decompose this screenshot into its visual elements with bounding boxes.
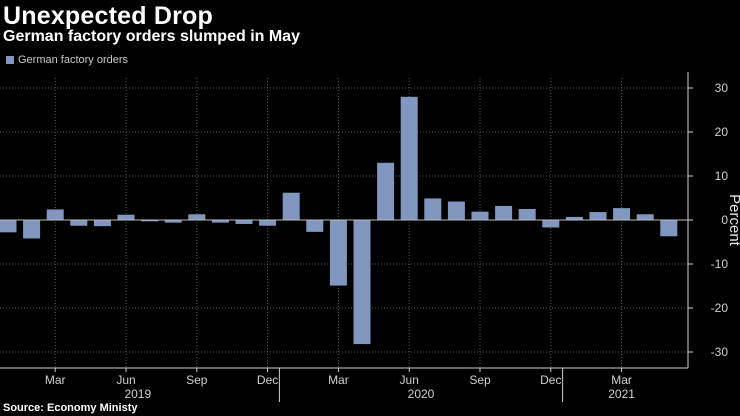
y-tick-label: -10 bbox=[711, 257, 729, 271]
bar bbox=[400, 96, 418, 220]
bar bbox=[495, 205, 513, 220]
bar bbox=[211, 220, 229, 223]
bar bbox=[164, 220, 182, 223]
year-label: 2019 bbox=[124, 387, 151, 401]
bar bbox=[518, 209, 536, 220]
source-note: Source: Economy Ministy bbox=[3, 402, 138, 414]
bar bbox=[589, 212, 607, 220]
year-label: 2021 bbox=[608, 387, 635, 401]
x-tick-label: Mar bbox=[611, 373, 632, 387]
bar bbox=[70, 220, 88, 226]
y-tick-label: 20 bbox=[715, 125, 729, 139]
x-tick-label: Jun bbox=[400, 373, 419, 387]
year-label: 2020 bbox=[408, 387, 435, 401]
x-tick-label: Sep bbox=[469, 373, 491, 387]
y-tick-label: 0 bbox=[721, 213, 728, 227]
y-tick-label: -30 bbox=[711, 345, 729, 359]
chart-subtitle: German factory orders slumped in May bbox=[3, 28, 300, 45]
bar bbox=[46, 209, 64, 220]
bar bbox=[636, 214, 654, 220]
bar bbox=[23, 220, 41, 239]
bar bbox=[141, 220, 159, 222]
bar bbox=[424, 198, 442, 220]
bar bbox=[565, 216, 583, 220]
legend: German factory orders bbox=[6, 54, 128, 66]
bar bbox=[259, 220, 277, 226]
bar bbox=[447, 201, 465, 220]
legend-label: German factory orders bbox=[18, 54, 129, 66]
y-tick-label: 10 bbox=[715, 169, 729, 183]
chart-title: Unexpected Drop bbox=[3, 2, 213, 30]
bar bbox=[282, 192, 300, 220]
y-tick-label: -20 bbox=[711, 301, 729, 315]
bar bbox=[377, 162, 395, 220]
y-tick-label: 30 bbox=[715, 81, 729, 95]
bar bbox=[542, 220, 560, 228]
bar bbox=[0, 220, 17, 233]
legend-swatch bbox=[6, 56, 14, 64]
bar bbox=[613, 208, 631, 220]
bar bbox=[93, 220, 111, 227]
bar bbox=[353, 220, 371, 345]
bar bbox=[306, 220, 324, 232]
bar bbox=[235, 220, 253, 224]
x-tick-label: Dec bbox=[257, 373, 278, 387]
bar bbox=[329, 220, 347, 286]
bar bbox=[188, 214, 206, 220]
bar bbox=[117, 214, 135, 220]
x-tick-label: Sep bbox=[186, 373, 208, 387]
x-tick-label: Mar bbox=[45, 373, 66, 387]
x-tick-label: Mar bbox=[328, 373, 349, 387]
x-tick-label: Jun bbox=[116, 373, 135, 387]
bar bbox=[471, 211, 489, 220]
y-axis-label: Percent bbox=[726, 194, 740, 247]
x-tick-label: Dec bbox=[540, 373, 561, 387]
bar bbox=[660, 220, 678, 237]
